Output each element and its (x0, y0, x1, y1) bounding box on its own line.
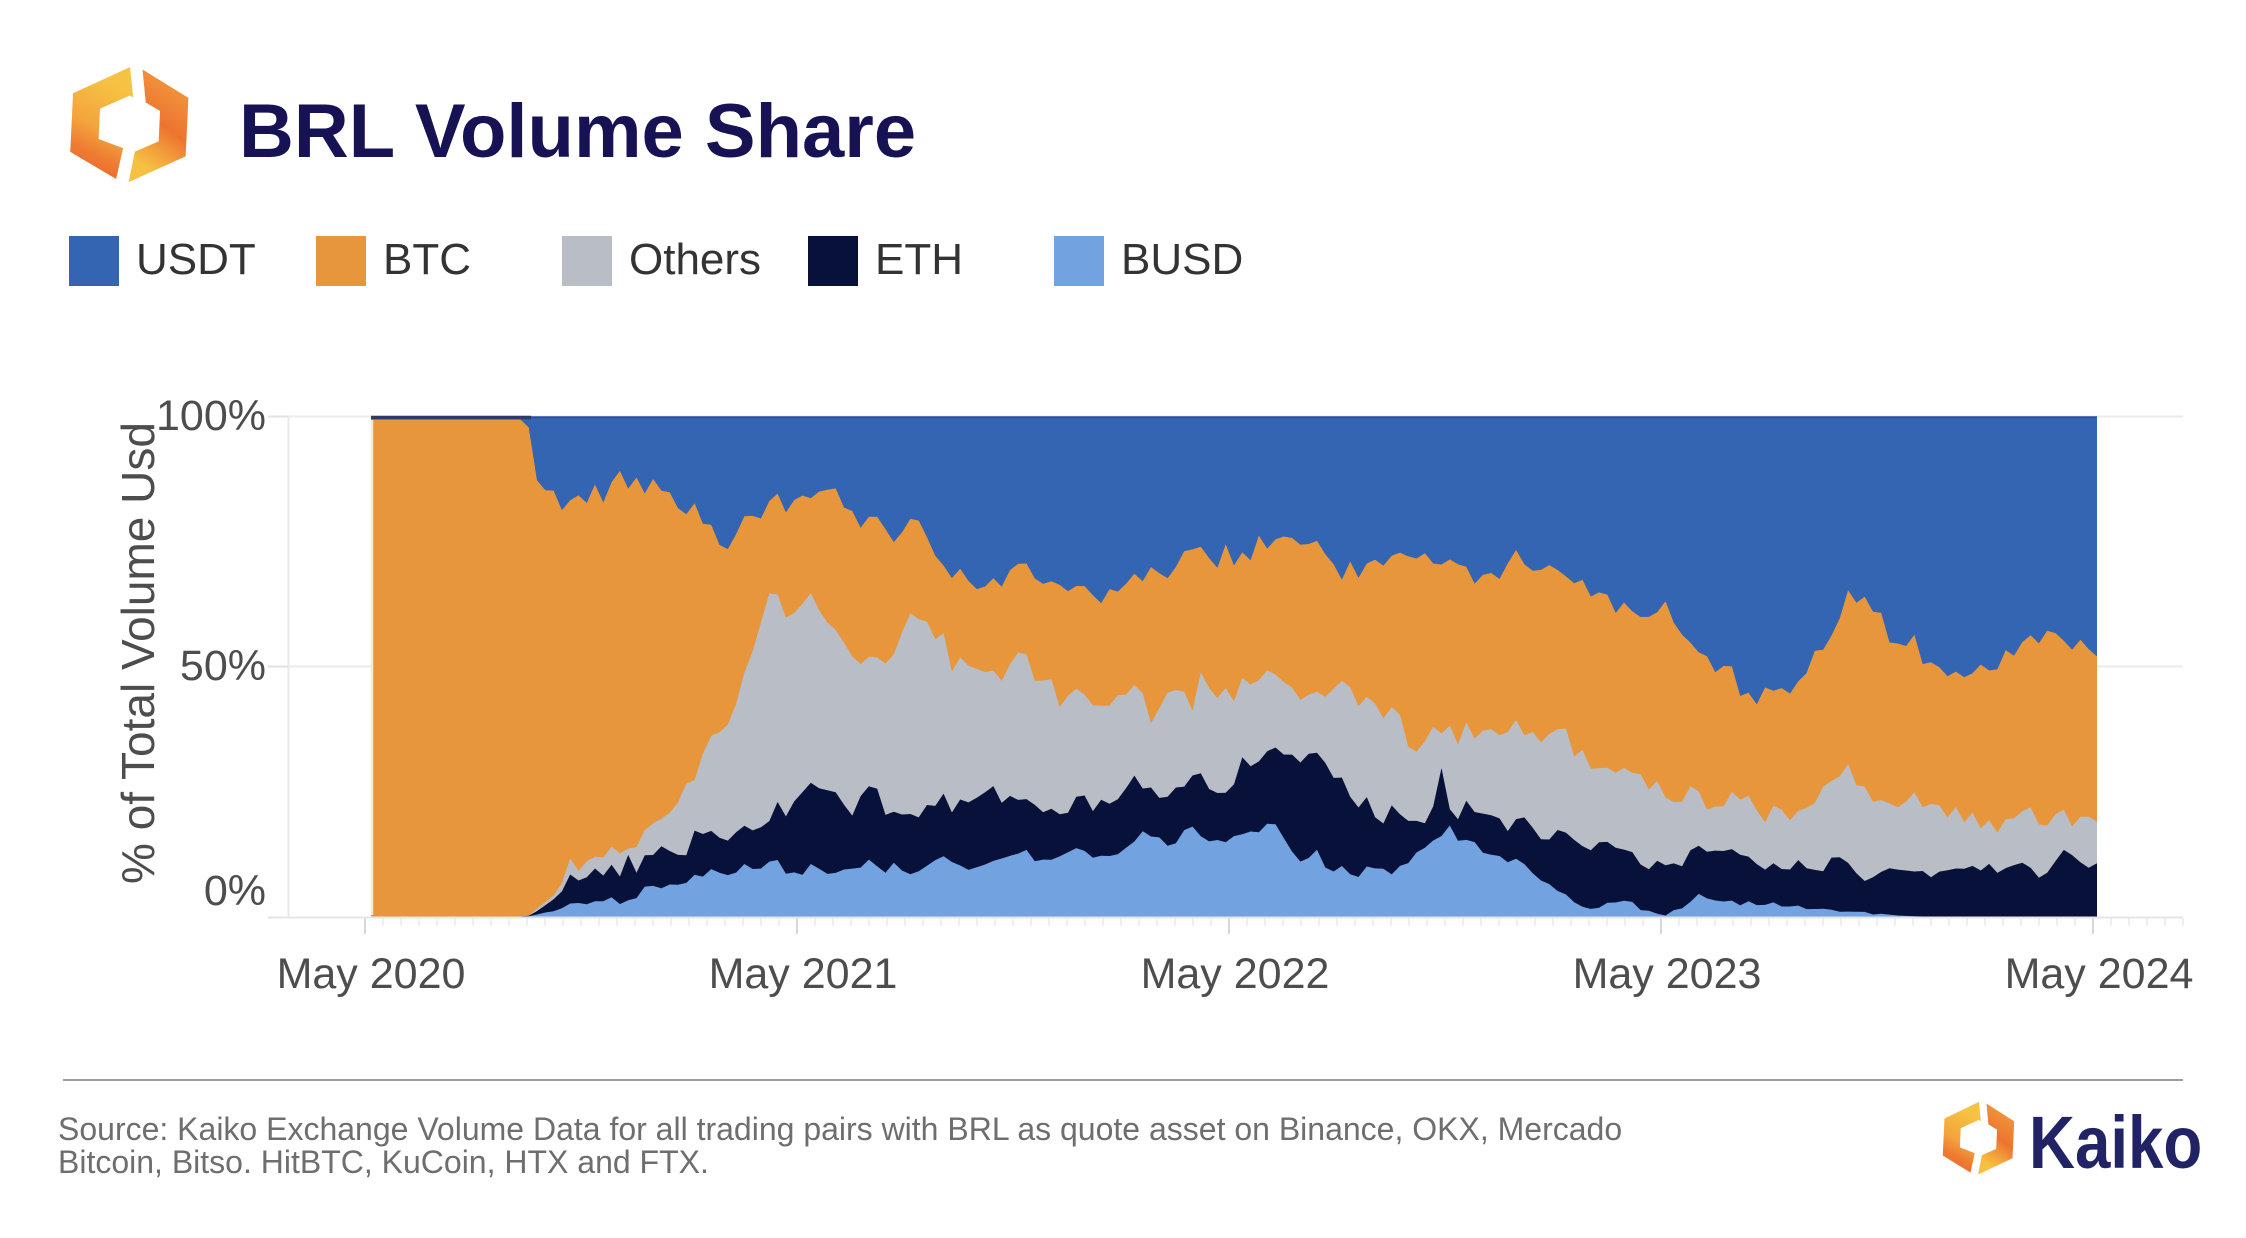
svg-text:100%: 100% (156, 392, 266, 440)
svg-text:May 2021: May 2021 (709, 950, 898, 998)
svg-text:50%: 50% (180, 642, 266, 690)
svg-text:May 2024: May 2024 (2005, 950, 2194, 998)
svg-text:May 2020: May 2020 (277, 950, 466, 998)
svg-text:0%: 0% (204, 867, 266, 915)
svg-text:% of Total Volume Usd: % of Total Volume Usd (112, 422, 164, 884)
svg-text:May 2022: May 2022 (1141, 950, 1330, 998)
svg-text:May 2023: May 2023 (1573, 950, 1762, 998)
